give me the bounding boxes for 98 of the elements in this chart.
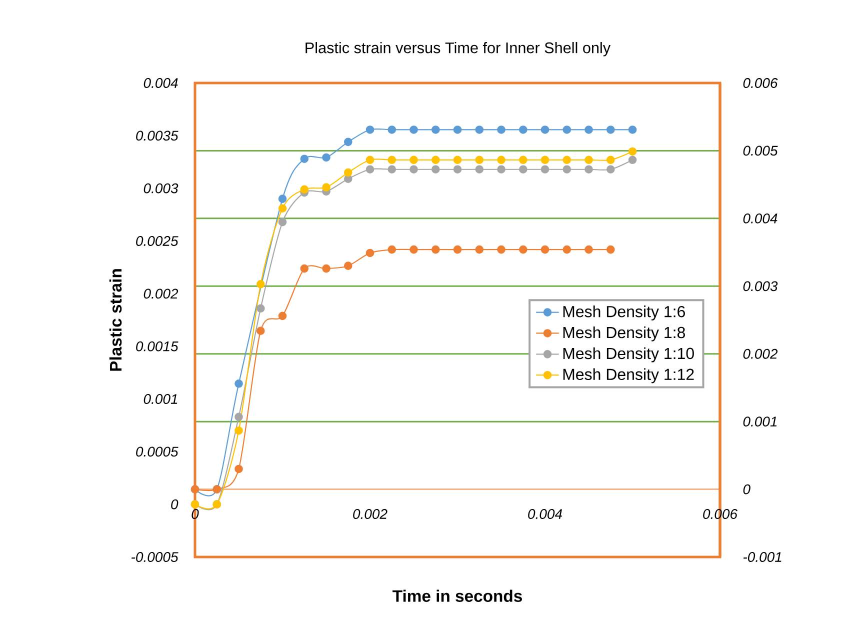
y-tick-label: 0.0005: [136, 446, 178, 457]
y2-tick-label: 0: [743, 484, 750, 494]
y-tick-label: 0.0015: [136, 341, 178, 352]
point: [388, 156, 396, 164]
point: [300, 264, 309, 273]
point: [344, 262, 352, 270]
point: [322, 264, 330, 273]
point: [562, 245, 572, 254]
point: [584, 126, 593, 134]
point: [497, 126, 506, 134]
point: [410, 126, 418, 134]
point: [606, 165, 615, 174]
point: [366, 248, 374, 258]
y-tick-label: 0.003: [144, 183, 178, 194]
point: [453, 126, 462, 134]
y2-tick-label: 0.002: [743, 348, 778, 359]
point: [322, 183, 330, 192]
y-tick-label: 0.001: [144, 394, 178, 404]
point: [497, 245, 506, 254]
legend-label: Mesh Density 1:6: [563, 306, 685, 320]
point: [628, 156, 637, 164]
point: [366, 126, 374, 134]
point: [300, 185, 309, 194]
point: [388, 165, 396, 174]
point: [344, 168, 352, 177]
point: [388, 126, 396, 134]
point: [475, 156, 484, 164]
point: [562, 126, 572, 134]
y-tick-label: 0: [171, 499, 178, 510]
point: [584, 156, 593, 164]
point: [497, 156, 506, 164]
point: [540, 126, 550, 134]
point: [518, 126, 528, 134]
point: [475, 165, 484, 174]
point: [518, 165, 528, 174]
point: [366, 156, 374, 164]
point: [234, 380, 243, 388]
point: [606, 156, 615, 164]
point: [606, 126, 615, 134]
point: [300, 154, 309, 163]
y2-tick-label: 0.001: [743, 416, 777, 427]
y2-tick-label: 0.004: [743, 213, 778, 224]
point: [278, 312, 287, 320]
point: [322, 153, 330, 162]
chart-title: Plastic strain versus Time for Inner Shell only: [306, 42, 611, 56]
point: [584, 245, 593, 254]
point: [256, 304, 265, 313]
point: [410, 165, 418, 174]
y-axis-title: Plastic strain: [109, 269, 122, 371]
y2-tick-label: 0.005: [743, 146, 778, 156]
point: [234, 412, 243, 422]
x-axis-title: Time in seconds: [392, 590, 522, 602]
point: [562, 156, 572, 164]
point: [453, 156, 462, 164]
point: [453, 245, 462, 254]
point: [256, 280, 265, 288]
legend-label: Mesh Density 1:10: [563, 347, 694, 362]
point: [431, 156, 440, 164]
point: [453, 165, 462, 174]
x-tick-label: 0.004: [528, 509, 562, 519]
point: [278, 218, 287, 226]
point: [606, 245, 615, 254]
point: [366, 165, 374, 174]
point: [628, 126, 637, 134]
y-tick-label: -0.0005: [132, 552, 178, 562]
point: [584, 165, 593, 174]
point: [540, 156, 550, 164]
point: [410, 156, 418, 164]
point: [475, 126, 484, 134]
point: [475, 245, 484, 254]
point: [562, 165, 572, 174]
y-tick-label: 0.004: [144, 78, 178, 88]
point: [388, 245, 396, 254]
point: [234, 464, 243, 474]
y-tick-label: 0.0025: [136, 236, 178, 246]
point: [518, 156, 528, 164]
x-tick-label: 0.002: [353, 509, 388, 519]
point: [540, 245, 550, 254]
point: [344, 138, 352, 146]
point: [431, 245, 440, 254]
y-tick-label: 0.002: [144, 288, 178, 299]
y2-tick-label: 0.006: [743, 78, 778, 88]
point: [431, 165, 440, 174]
point: [540, 165, 550, 174]
point: [518, 245, 528, 254]
point: [234, 426, 243, 435]
y2-tick-label: -0.001: [743, 552, 782, 562]
legend-label: Mesh Density 1:8: [563, 326, 685, 342]
legend-label: Mesh Density 1:12: [563, 368, 694, 384]
point: [278, 204, 287, 212]
point: [256, 326, 265, 335]
point: [497, 165, 506, 174]
point: [628, 147, 637, 156]
point: [278, 194, 287, 203]
y-tick-label: 0.0035: [136, 130, 178, 141]
y2-tick-label: 0.003: [743, 281, 778, 292]
point: [410, 245, 418, 254]
point: [431, 126, 440, 134]
